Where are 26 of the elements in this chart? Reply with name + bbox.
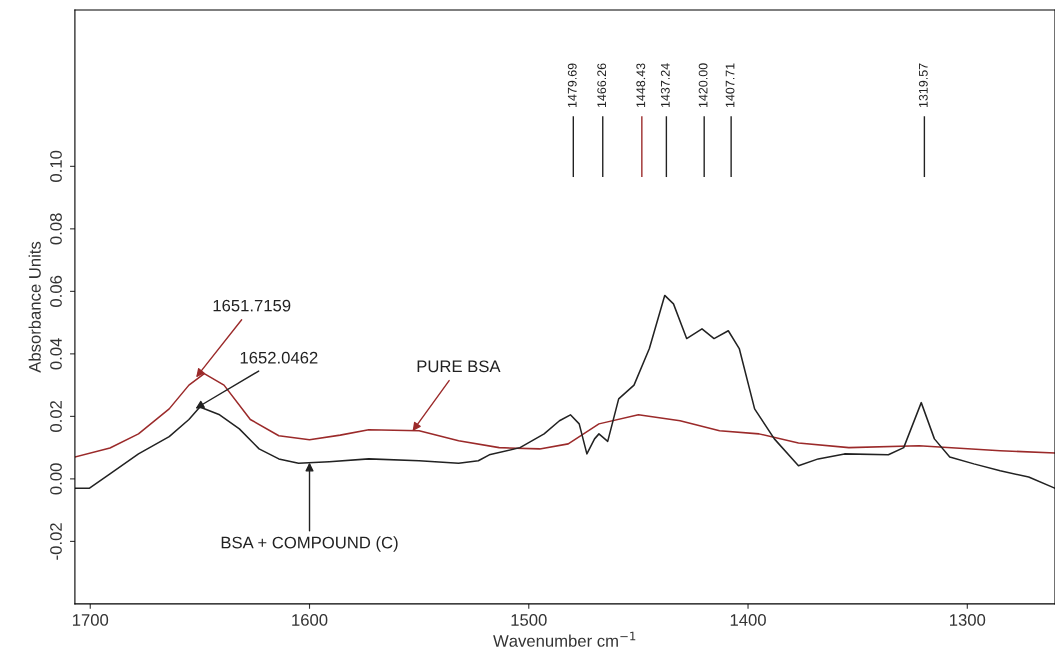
- line-series: [74, 294, 1055, 490]
- y-tick-label: -0.02: [50, 523, 62, 560]
- y-tick-label: 0.10: [50, 150, 62, 182]
- annotation: 1652.0462: [240, 351, 318, 364]
- ref-line-label: 1319.57: [918, 63, 928, 108]
- annotation: PURE BSA: [417, 360, 501, 373]
- x-axis-title: Wavenumber cm$^{−1}$: [493, 631, 636, 647]
- x-tick-label: 1600: [292, 614, 328, 626]
- annotation: BSA + COMPOUND (C): [221, 536, 398, 552]
- ref-line-label: 1466.26: [597, 63, 607, 108]
- ref-line-label: 1420.00: [698, 63, 708, 108]
- y-tick-label: 0.00: [50, 463, 62, 495]
- x-tick-label: 1700: [72, 614, 109, 626]
- y-tick-label: 0.06: [50, 275, 62, 307]
- y-tick-label: 0.08: [50, 213, 62, 245]
- x-tick-label: 1400: [730, 614, 766, 626]
- ref-line-label: 1437.24: [660, 63, 670, 108]
- ref-line-label: 1479.69: [567, 63, 577, 108]
- y-tick-label: 0.02: [50, 400, 62, 432]
- x-tick-label: 1500: [511, 614, 547, 626]
- x-tick-label: 1300: [950, 614, 986, 626]
- annotation: 1651.7159: [213, 299, 291, 312]
- y-tick-label: 0.04: [50, 338, 62, 370]
- ref-line-label: 1407.71: [725, 63, 735, 108]
- ref-line-label: 1448.43: [636, 63, 646, 108]
- y-axis-title: Absorbance Units: [28, 241, 41, 373]
